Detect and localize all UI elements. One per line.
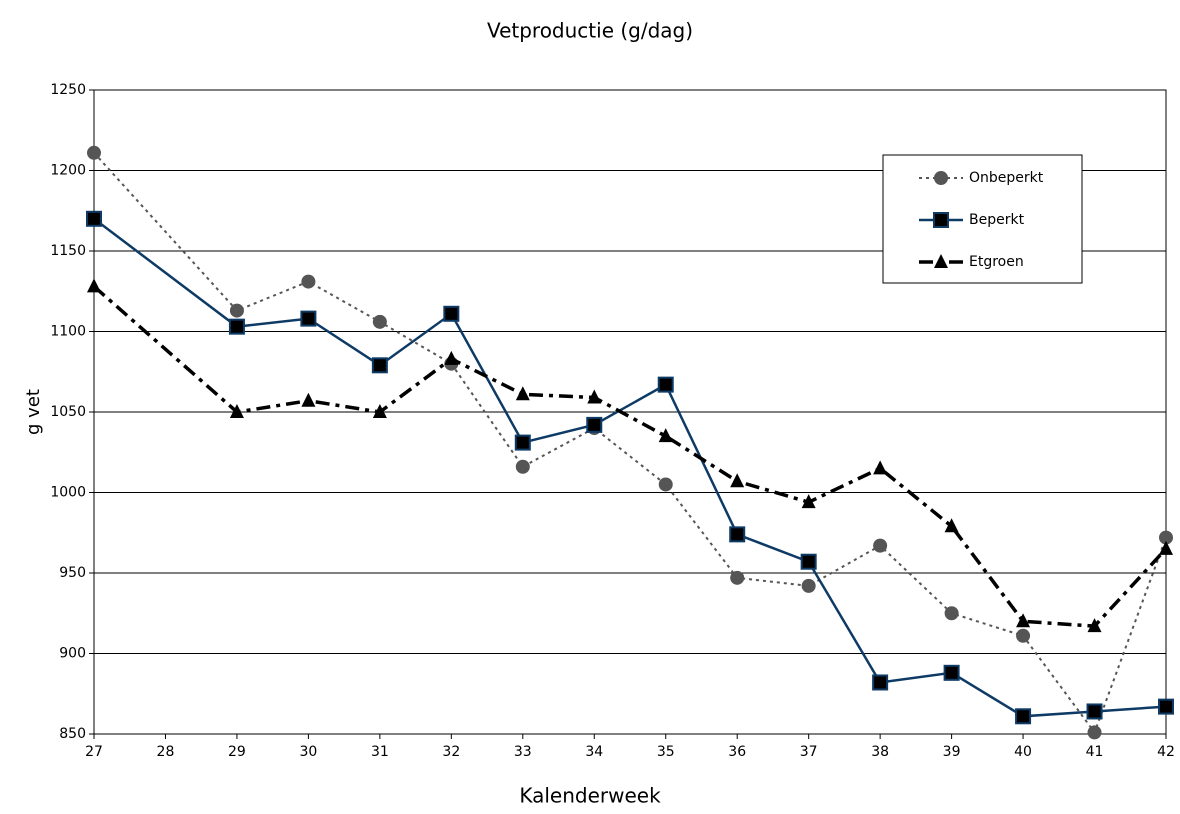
point: [87, 278, 101, 293]
point: [1087, 725, 1102, 740]
x-tick-label: 34: [585, 744, 603, 760]
legend-marker: [934, 171, 948, 185]
point: [800, 553, 817, 570]
point: [86, 210, 102, 227]
legend-marker: [933, 212, 949, 228]
point: [1015, 708, 1032, 725]
point: [873, 460, 888, 475]
point: [228, 318, 245, 335]
x-tick-label: 39: [943, 744, 961, 760]
chart-title: Vetproductie (g/dag): [487, 19, 693, 43]
point: [515, 459, 530, 474]
point: [657, 376, 674, 393]
x-tick-label: 37: [800, 744, 818, 760]
point: [87, 145, 101, 160]
x-tick-label: 30: [299, 744, 317, 760]
point: [730, 570, 745, 585]
point: [944, 518, 959, 533]
x-tick-label: 40: [1014, 744, 1032, 760]
point: [443, 305, 460, 322]
point: [586, 416, 603, 433]
point: [229, 404, 244, 418]
x-tick-label: 42: [1157, 744, 1175, 760]
x-tick-label: 36: [728, 744, 746, 760]
x-tick-label: 32: [442, 744, 460, 760]
legend-marker: [934, 254, 948, 268]
point: [444, 350, 459, 365]
y-tick-label: 850: [59, 726, 86, 742]
point: [229, 303, 244, 318]
point: [301, 274, 316, 289]
y-tick-label: 1200: [50, 163, 86, 179]
legend-label: Etgroen: [969, 254, 1024, 270]
point: [1159, 540, 1173, 555]
legend-box: [882, 154, 1083, 284]
point: [801, 494, 816, 509]
point: [943, 664, 960, 681]
point: [587, 389, 602, 404]
point: [1159, 530, 1173, 545]
plot-frame: [93, 89, 1167, 735]
point: [371, 357, 388, 374]
y-tick-label: 950: [59, 565, 86, 581]
y-tick-label: 1100: [50, 324, 86, 340]
x-tick-label: 33: [514, 744, 532, 760]
y-tick-label: 1000: [50, 485, 86, 501]
point: [301, 392, 316, 407]
point: [658, 477, 673, 492]
point: [873, 538, 888, 553]
point: [1016, 628, 1031, 643]
point: [515, 386, 530, 401]
point: [1016, 613, 1031, 628]
y-tick-label: 900: [59, 646, 86, 662]
x-tick-label: 41: [1086, 744, 1104, 760]
y-tick-label: 1150: [50, 243, 86, 259]
x-tick-label: 27: [85, 744, 103, 760]
y-tick-label: 1250: [50, 82, 86, 98]
x-tick-label: 28: [157, 744, 175, 760]
point: [372, 314, 387, 329]
y-tick-label: 1050: [50, 404, 86, 420]
point: [300, 310, 317, 327]
point: [1158, 698, 1174, 715]
point: [1087, 618, 1102, 633]
point: [729, 526, 746, 543]
x-tick-label: 29: [228, 744, 246, 760]
point: [872, 674, 889, 691]
series-line: [93, 152, 1167, 735]
legend-label: Onbeperkt: [969, 170, 1044, 186]
point: [658, 428, 673, 443]
y-axis-label: g vet: [23, 389, 44, 435]
point: [1086, 703, 1103, 720]
point: [801, 578, 816, 593]
point: [372, 404, 387, 418]
x-tick-label: 38: [871, 744, 889, 760]
point: [514, 434, 531, 451]
x-tick-label: 31: [371, 744, 389, 760]
legend-label: Beperkt: [969, 212, 1025, 228]
x-axis-label: Kalenderweek: [519, 784, 661, 808]
point: [730, 473, 745, 488]
x-tick-label: 35: [657, 744, 675, 760]
point: [944, 606, 959, 621]
